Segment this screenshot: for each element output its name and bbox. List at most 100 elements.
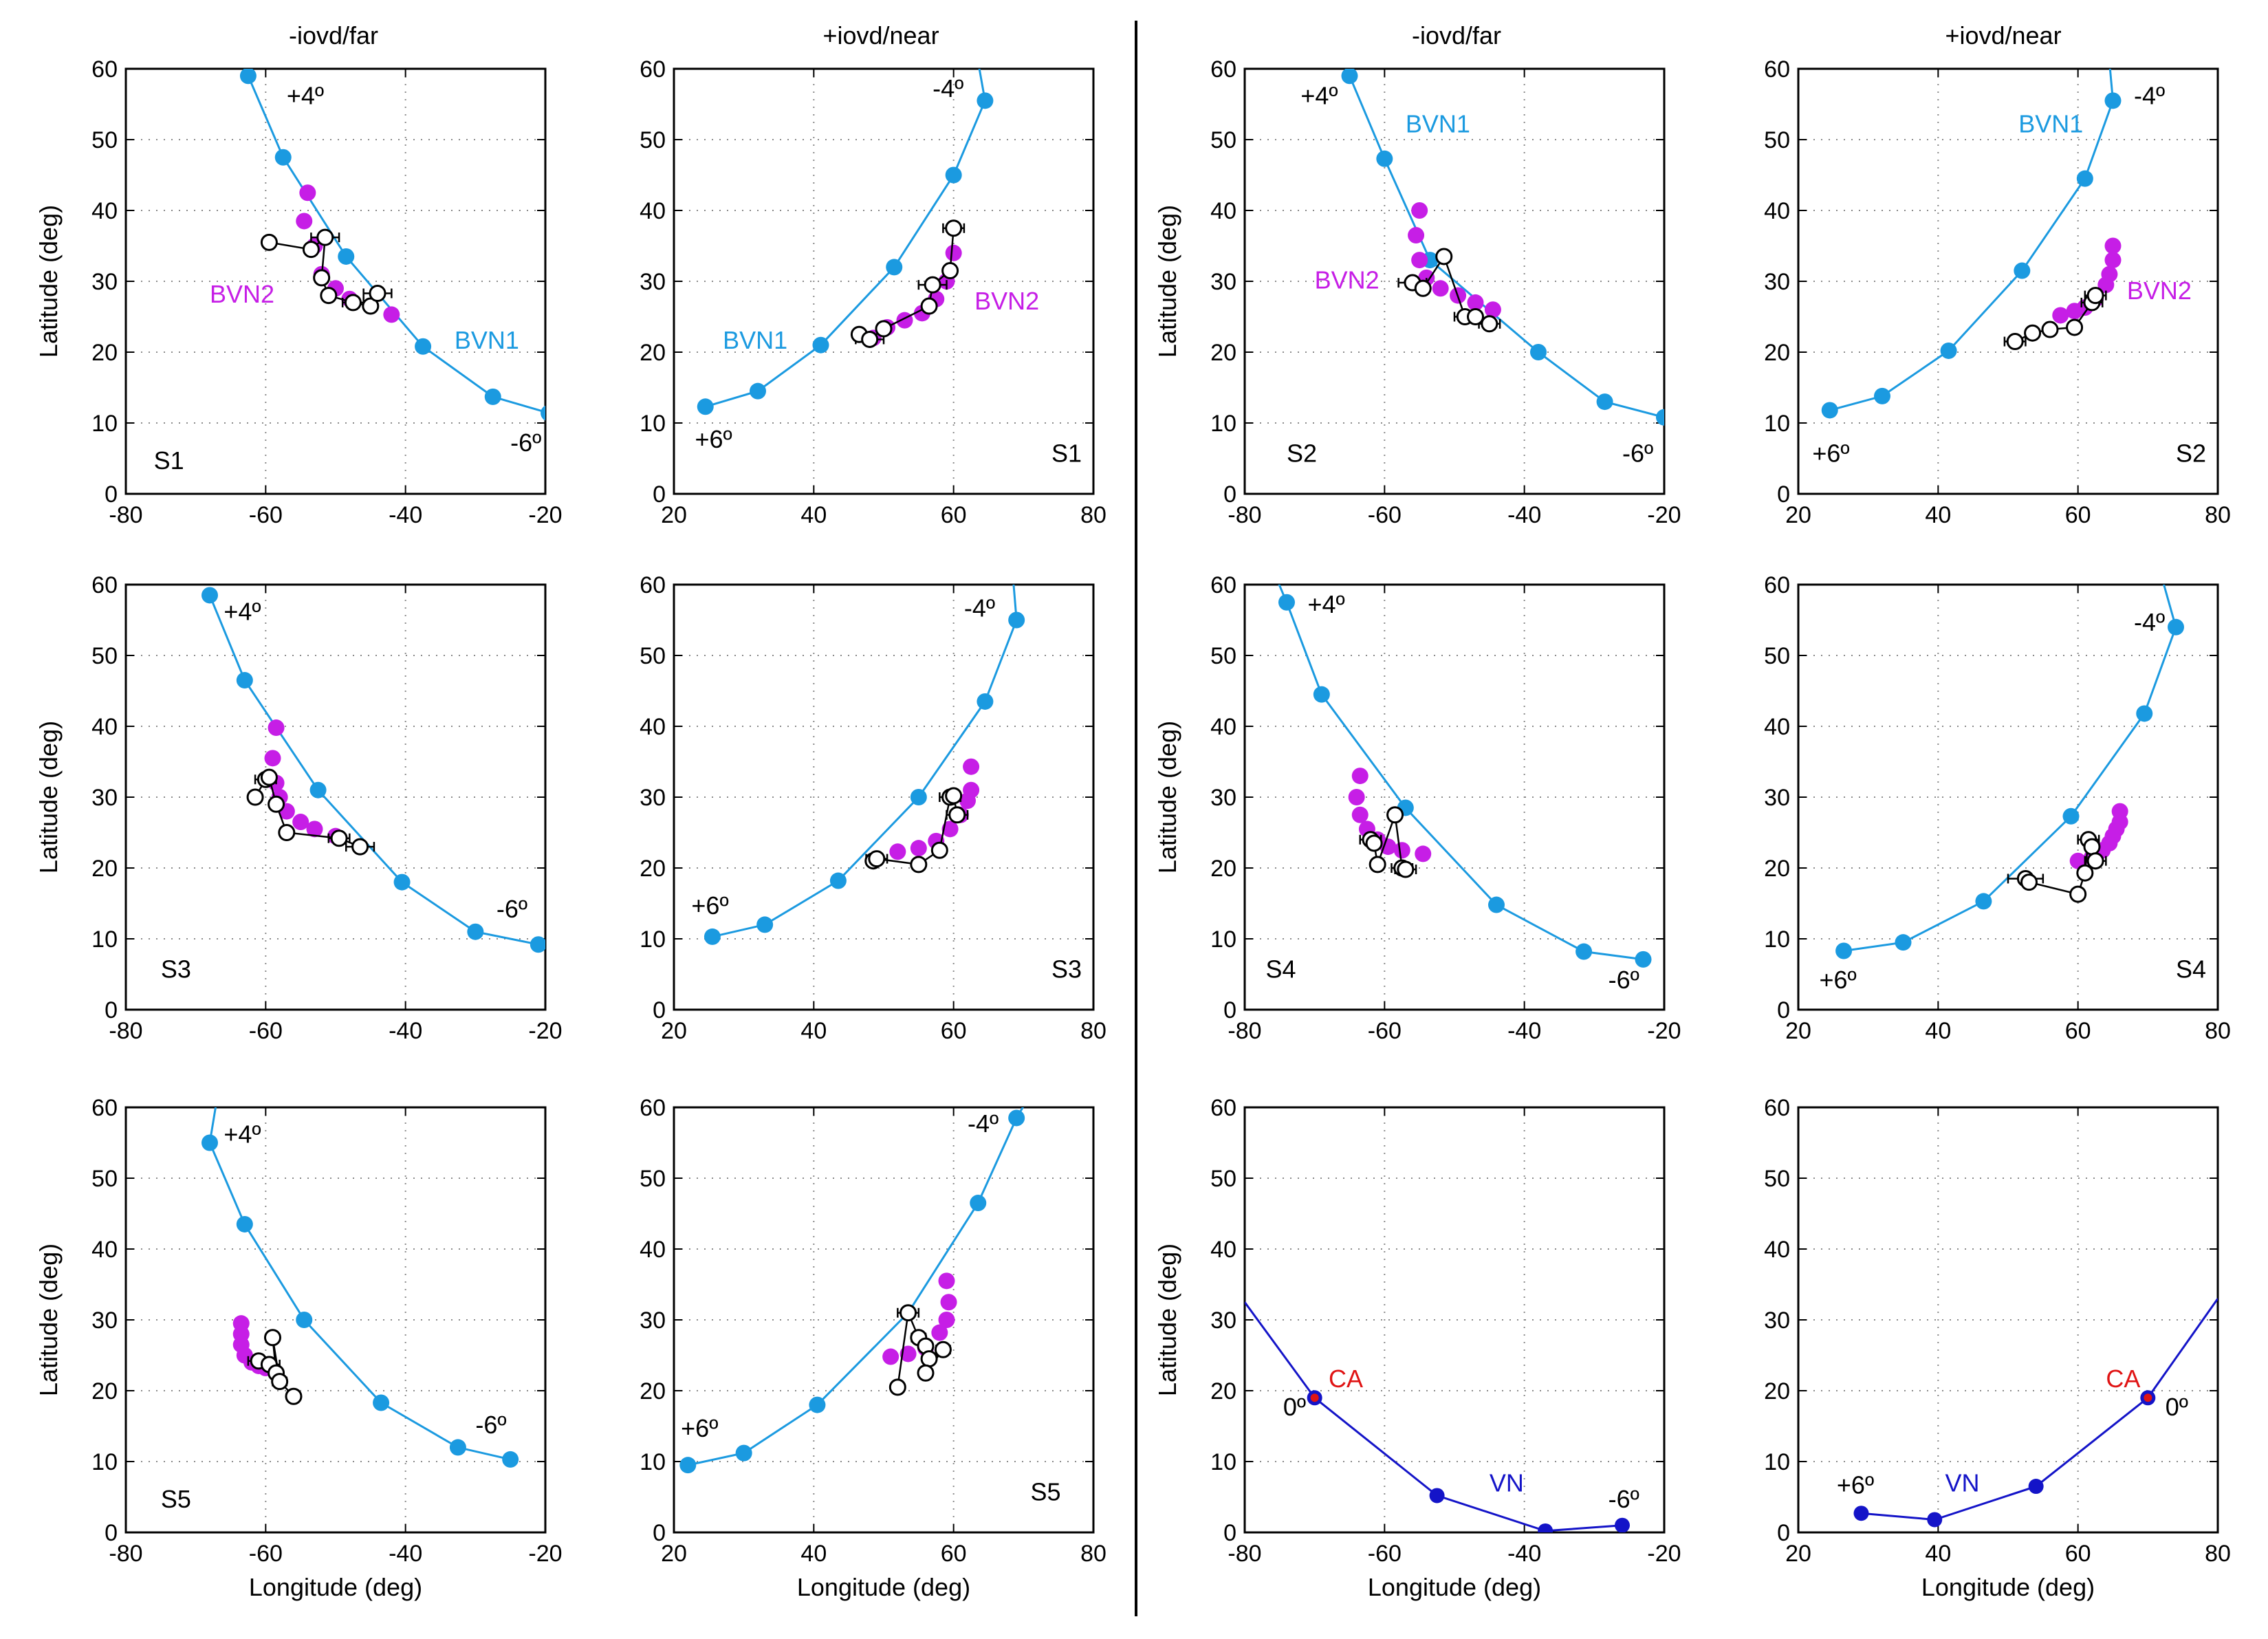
y-tick-label: 30 xyxy=(1764,269,1790,295)
x-tick-label: -40 xyxy=(389,502,422,528)
model-point xyxy=(2062,807,2080,825)
data-point xyxy=(1386,806,1404,824)
model-curve-bvn1 xyxy=(1285,602,1644,961)
data-point xyxy=(2086,852,2104,870)
bvn2-point xyxy=(910,840,927,857)
model-point xyxy=(393,873,411,891)
model-point xyxy=(274,149,292,166)
model-point xyxy=(809,1396,826,1413)
y-tick-label: 60 xyxy=(91,56,118,83)
bvn2-point xyxy=(1348,789,1365,805)
y-tick-label: 50 xyxy=(1210,1166,1236,1192)
model-point xyxy=(977,693,994,710)
y-tick-label: 20 xyxy=(1764,1378,1790,1404)
data-point xyxy=(2083,838,2101,856)
annotation: -4º xyxy=(933,74,963,102)
y-tick-label: 60 xyxy=(1210,1095,1236,1121)
column-title-3: -iovd/far xyxy=(1412,21,1501,50)
y-tick-label: 20 xyxy=(1210,340,1236,366)
vn-point xyxy=(1853,1506,1869,1521)
x-tick-label: 80 xyxy=(1080,1541,1106,1567)
model-point xyxy=(697,398,714,415)
annotation: +4º xyxy=(223,598,261,626)
model-point xyxy=(1488,896,1505,913)
model-curve-bvn1 xyxy=(208,1142,511,1461)
model-point xyxy=(309,781,327,799)
plot-series xyxy=(704,585,1025,945)
annotation: -6º xyxy=(475,1411,506,1439)
x-tick-label: -20 xyxy=(528,1541,562,1567)
y-tick-label: 0 xyxy=(653,997,666,1023)
data-point xyxy=(369,285,386,303)
vn-point xyxy=(1538,1523,1553,1532)
model-point xyxy=(2014,262,2031,279)
model-point xyxy=(502,1451,519,1468)
vn-curve xyxy=(1313,1397,1623,1532)
x-tick-label: -80 xyxy=(1228,502,1261,528)
y-tick-label: 10 xyxy=(640,1449,666,1475)
y-tick-label: 30 xyxy=(91,785,118,811)
y-tick-label: 60 xyxy=(91,572,118,598)
y-tick-label: 50 xyxy=(640,127,666,153)
x-tick-label: -60 xyxy=(1368,1541,1402,1567)
y-tick-label: 60 xyxy=(640,572,666,598)
bvn2-point xyxy=(963,781,980,799)
vn-point xyxy=(1927,1512,1943,1528)
y-tick-label: 40 xyxy=(1210,1237,1236,1263)
annotation: -4º xyxy=(968,1109,999,1138)
bvn2-point xyxy=(963,758,980,775)
bvn2-point xyxy=(2101,265,2118,283)
y-tick-label: 30 xyxy=(91,269,118,295)
y-axis-label: Latitude (deg) xyxy=(1153,721,1181,873)
x-tick-label: 20 xyxy=(1785,502,1811,528)
vn-point xyxy=(1429,1488,1445,1504)
annotation: BVN1 xyxy=(2018,110,2083,138)
annotation: -6º xyxy=(1609,966,1639,994)
model-point xyxy=(704,928,721,945)
y-tick-label: 40 xyxy=(1210,198,1236,224)
bvn2-point xyxy=(1408,227,1425,244)
y-tick-label: 60 xyxy=(1210,572,1236,598)
annotation: CA xyxy=(1329,1365,1363,1393)
x-tick-label: 20 xyxy=(1785,1541,1811,1567)
data-point xyxy=(1481,315,1498,333)
x-tick-label: -40 xyxy=(389,1018,422,1044)
model-point xyxy=(1341,69,1358,85)
y-tick-label: 40 xyxy=(1764,198,1790,224)
annotation: +6º xyxy=(681,1414,718,1442)
bvn2-point xyxy=(2052,307,2069,324)
y-tick-label: 50 xyxy=(1764,643,1790,669)
y-tick-label: 30 xyxy=(1210,269,1236,295)
data-point xyxy=(930,841,948,859)
model-point xyxy=(2168,618,2184,636)
y-tick-label: 40 xyxy=(640,198,666,224)
x-tick-label: 60 xyxy=(2065,1018,2091,1044)
bvn2-point xyxy=(1467,294,1484,311)
model-point xyxy=(415,338,432,355)
bvn2-point xyxy=(306,821,323,838)
annotation: BVN1 xyxy=(723,326,787,354)
model-curve-bvn1 xyxy=(1829,100,2114,411)
data-point xyxy=(1365,834,1383,852)
bvn2-point xyxy=(268,719,285,737)
model-curve-bvn1 xyxy=(705,100,986,408)
bvn2-point xyxy=(882,1348,899,1365)
y-axis-label: Latitude (deg) xyxy=(34,1244,63,1396)
y-tick-label: 20 xyxy=(1210,856,1236,882)
bvn2-point xyxy=(383,306,400,323)
annotation: +6º xyxy=(1812,439,1849,468)
model-point xyxy=(236,672,253,689)
y-tick-label: 50 xyxy=(640,643,666,669)
model-point xyxy=(735,1444,752,1462)
ca-point xyxy=(1310,1393,1319,1402)
bvn2-point xyxy=(292,814,309,831)
plot-series xyxy=(201,1107,519,1468)
y-axis-label: Latitude (deg) xyxy=(1153,205,1181,358)
y-axis-label: Latitude (deg) xyxy=(34,205,63,358)
y-axis-label: Latitude (deg) xyxy=(1153,1244,1181,1396)
x-tick-label: 40 xyxy=(1925,1018,1951,1044)
data-point xyxy=(302,241,320,259)
x-tick-label: 80 xyxy=(2205,1018,2231,1044)
data-point xyxy=(924,276,941,294)
y-tick-label: 0 xyxy=(1223,997,1236,1023)
